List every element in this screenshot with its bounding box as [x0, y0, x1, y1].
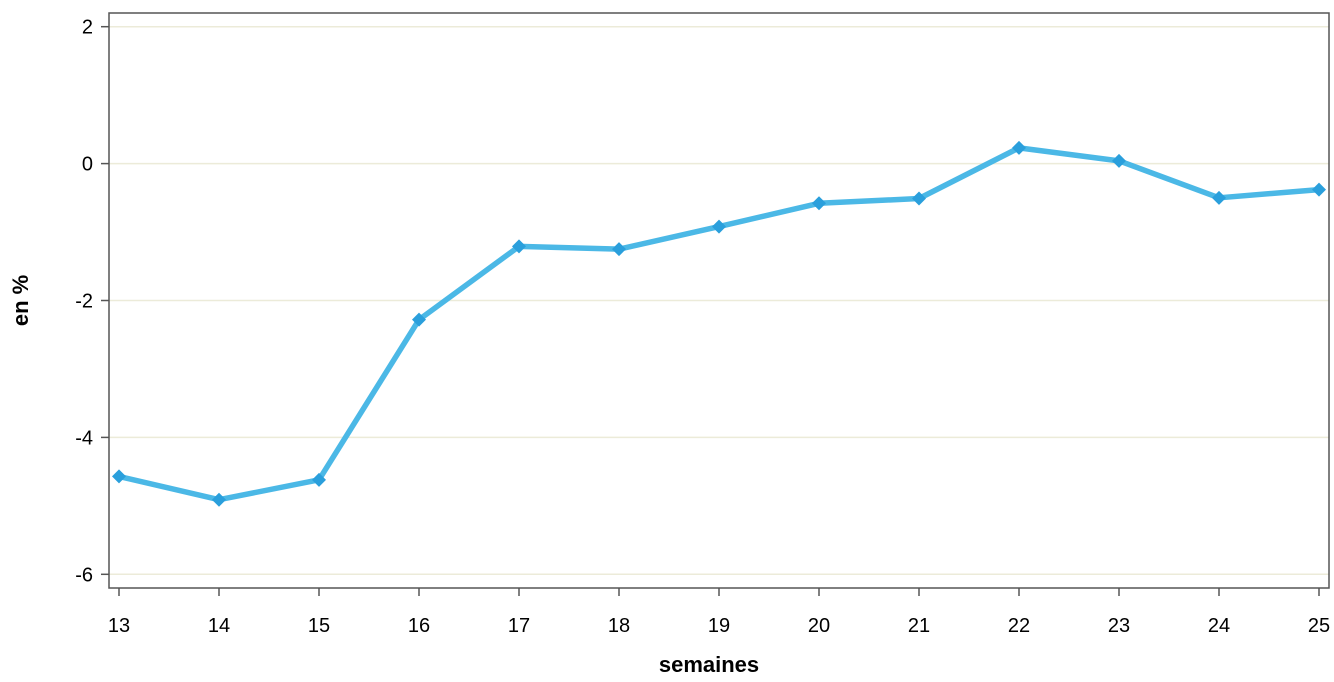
data-point: [612, 242, 626, 257]
data-point: [1112, 153, 1126, 168]
plot-frame: [108, 12, 1330, 589]
y-tick-label: -2: [75, 291, 93, 313]
x-tick-label: 19: [708, 615, 730, 637]
y-axis-title: en %: [8, 275, 33, 326]
x-tick-label: 18: [608, 615, 630, 637]
x-tick-label: 22: [1008, 615, 1030, 637]
y-tick-label: -6: [75, 564, 93, 586]
data-point: [712, 219, 726, 234]
data-point: [512, 239, 526, 254]
data-point: [212, 492, 226, 507]
x-tick-label: 21: [908, 615, 930, 637]
series-group: [112, 140, 1326, 507]
data-point: [312, 472, 326, 487]
data-point: [112, 469, 126, 484]
x-tick-label: 13: [108, 615, 130, 637]
y-tick-label: 2: [82, 17, 93, 39]
y-tick-label: -4: [75, 427, 93, 449]
x-tick-label: 23: [1108, 615, 1130, 637]
series-line: [116, 145, 1322, 503]
x-tick-label: 25: [1308, 615, 1330, 637]
x-axis: 13 14 15 16 17 18 19 20 21 22 23 24 25: [108, 588, 1330, 637]
x-tick-label: 16: [408, 615, 430, 637]
x-axis-title: semaines: [659, 652, 759, 677]
data-point: [412, 312, 426, 327]
data-point: [1312, 182, 1326, 197]
data-point: [812, 196, 826, 211]
x-tick-label: 17: [508, 615, 530, 637]
x-tick-label: 20: [808, 615, 830, 637]
y-axis: 2 0 -2 -4 -6: [75, 17, 109, 586]
x-tick-label: 15: [308, 615, 330, 637]
x-tick-label: 24: [1208, 615, 1230, 637]
x-tick-label: 14: [208, 615, 230, 637]
gridlines: [109, 25, 1329, 576]
data-point: [912, 191, 926, 206]
y-tick-label: 0: [82, 154, 93, 176]
data-point: [1012, 140, 1026, 155]
data-point: [1212, 190, 1226, 205]
